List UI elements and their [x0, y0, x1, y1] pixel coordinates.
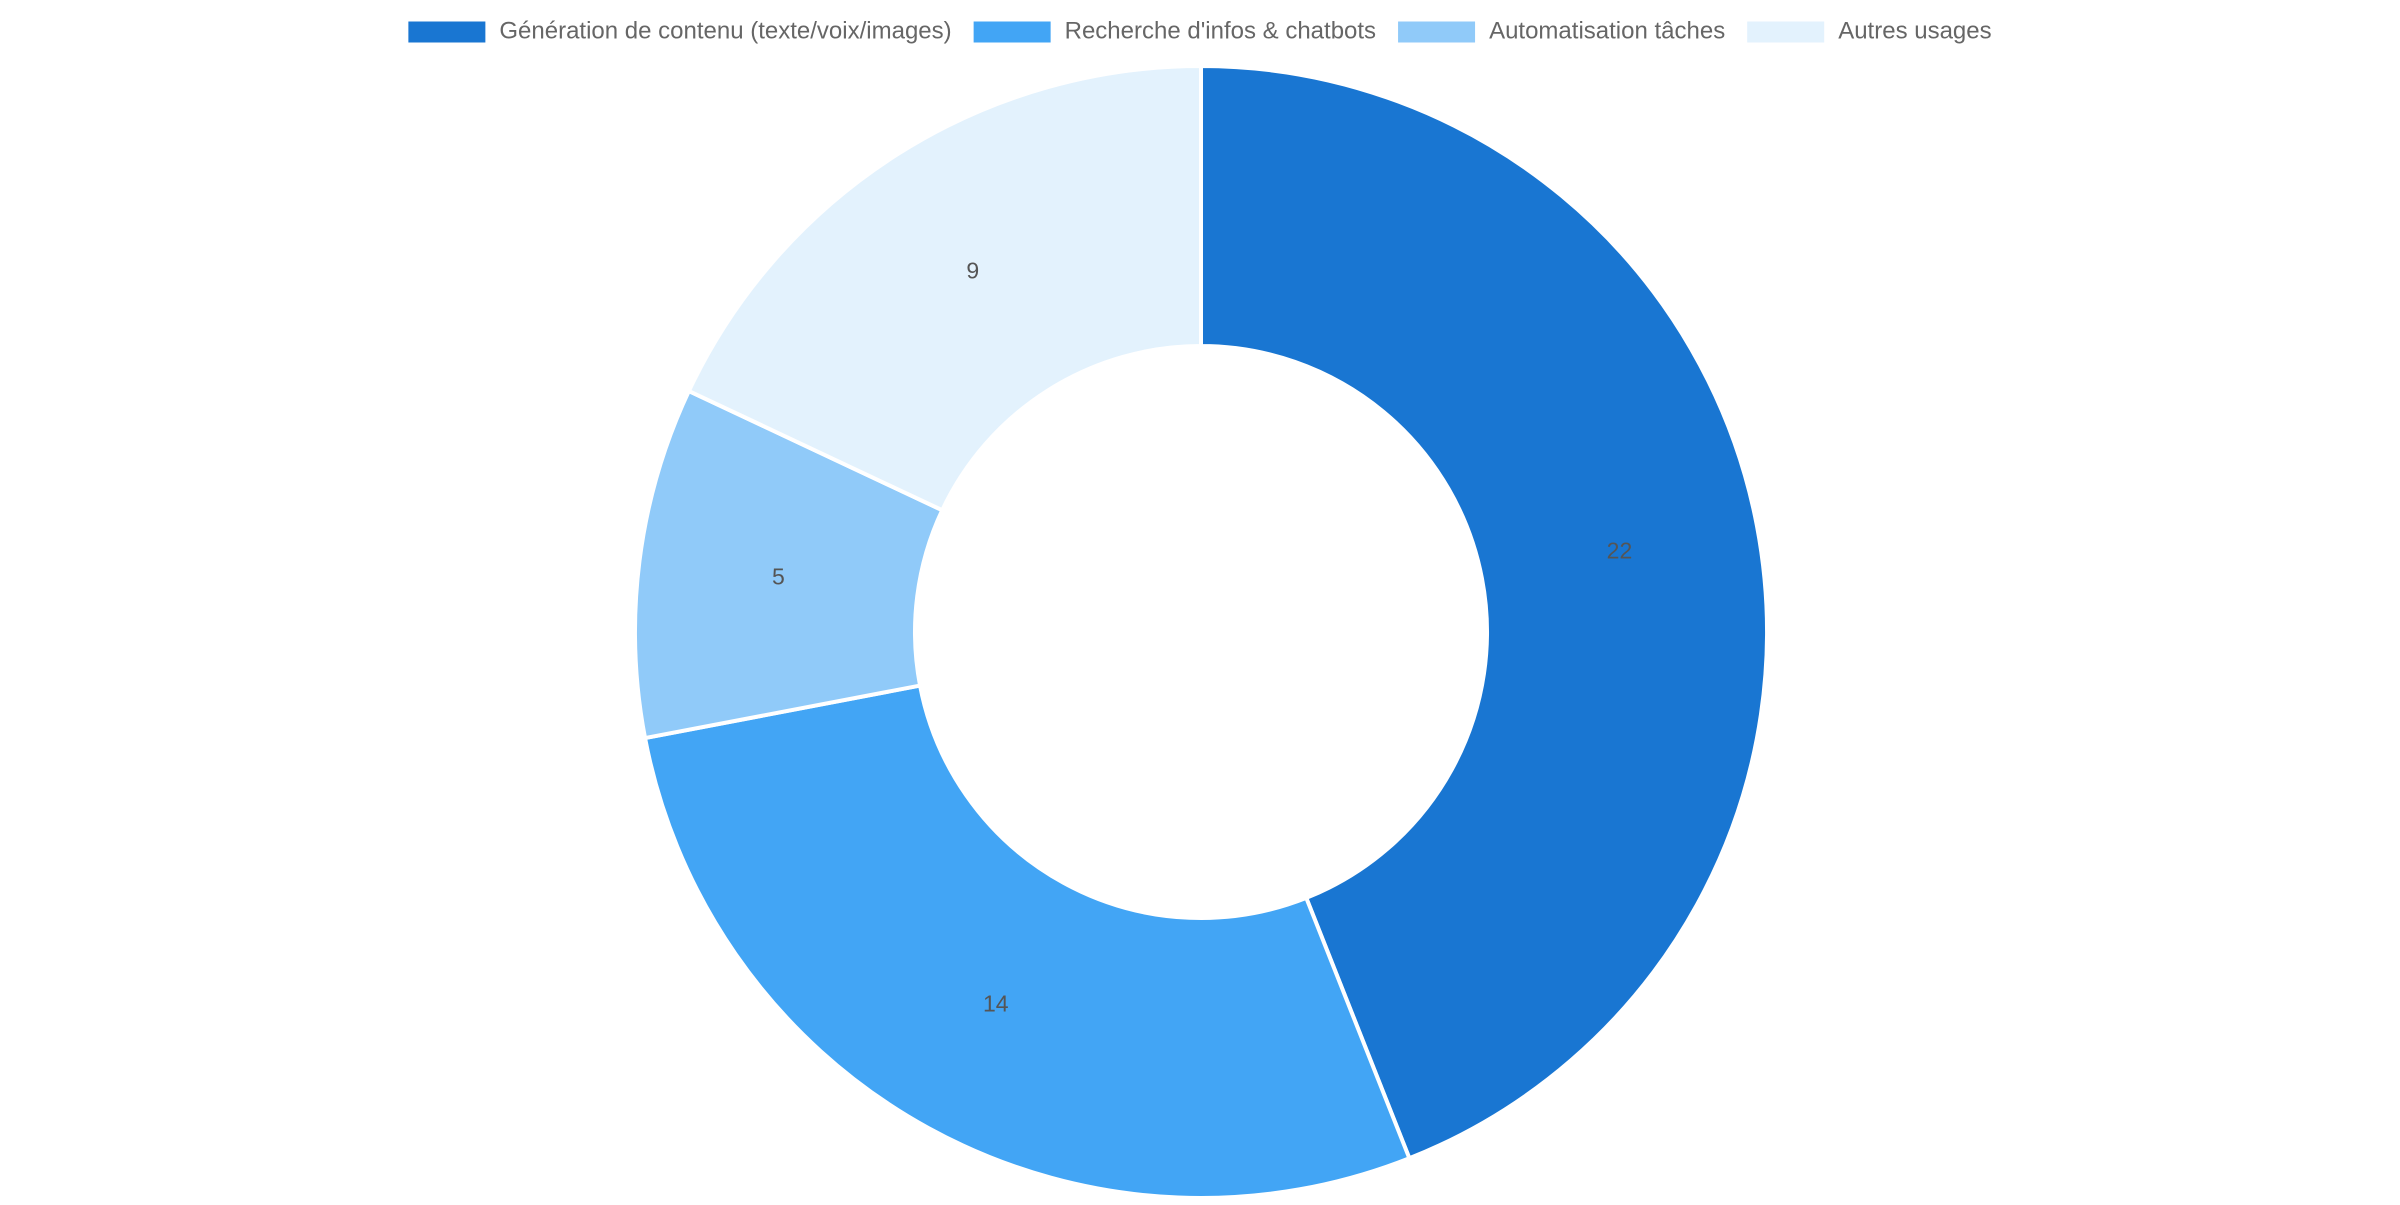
data-label-recherche-d-infos-chatbots: 14 [983, 990, 1009, 1016]
legend-swatch [1398, 21, 1476, 43]
legend-label: Automatisation tâches [1489, 17, 1725, 44]
slice-autres-usages[interactable] [686, 63, 1203, 513]
legend-label: Recherche d'infos & chatbots [1065, 17, 1376, 44]
legend-item-recherche-d-infos-chatbots[interactable]: Recherche d'infos & chatbots [973, 17, 1376, 44]
legend-label: Génération de contenu (texte/voix/images… [499, 17, 951, 44]
slice-generation-de-contenu-texte-voix-images[interactable] [1199, 63, 1769, 1161]
slice-recherche-d-infos-chatbots[interactable] [642, 683, 1412, 1200]
data-label-automatisation-taches: 5 [772, 564, 785, 590]
chart-data-labels: 22 14 5 9 [772, 257, 1632, 1016]
legend-label: Autres usages [1838, 17, 1991, 44]
legend-swatch [1747, 21, 1825, 43]
chart-slices [633, 63, 1769, 1200]
legend-swatch [408, 21, 486, 43]
legend-item-autres-usages[interactable]: Autres usages [1747, 17, 1992, 44]
legend-item-generation-de-contenu-texte-voix-images[interactable]: Génération de contenu (texte/voix/images… [408, 17, 952, 44]
data-label-generation-de-contenu-texte-voix-images: 22 [1607, 537, 1633, 563]
legend-item-automatisation-taches[interactable]: Automatisation tâches [1398, 17, 1725, 44]
slice-automatisation-taches[interactable] [633, 388, 945, 741]
chart-legend: Génération de contenu (texte/voix/images… [408, 17, 1992, 44]
legend-swatch [973, 21, 1051, 43]
data-label-autres-usages: 9 [966, 257, 979, 283]
